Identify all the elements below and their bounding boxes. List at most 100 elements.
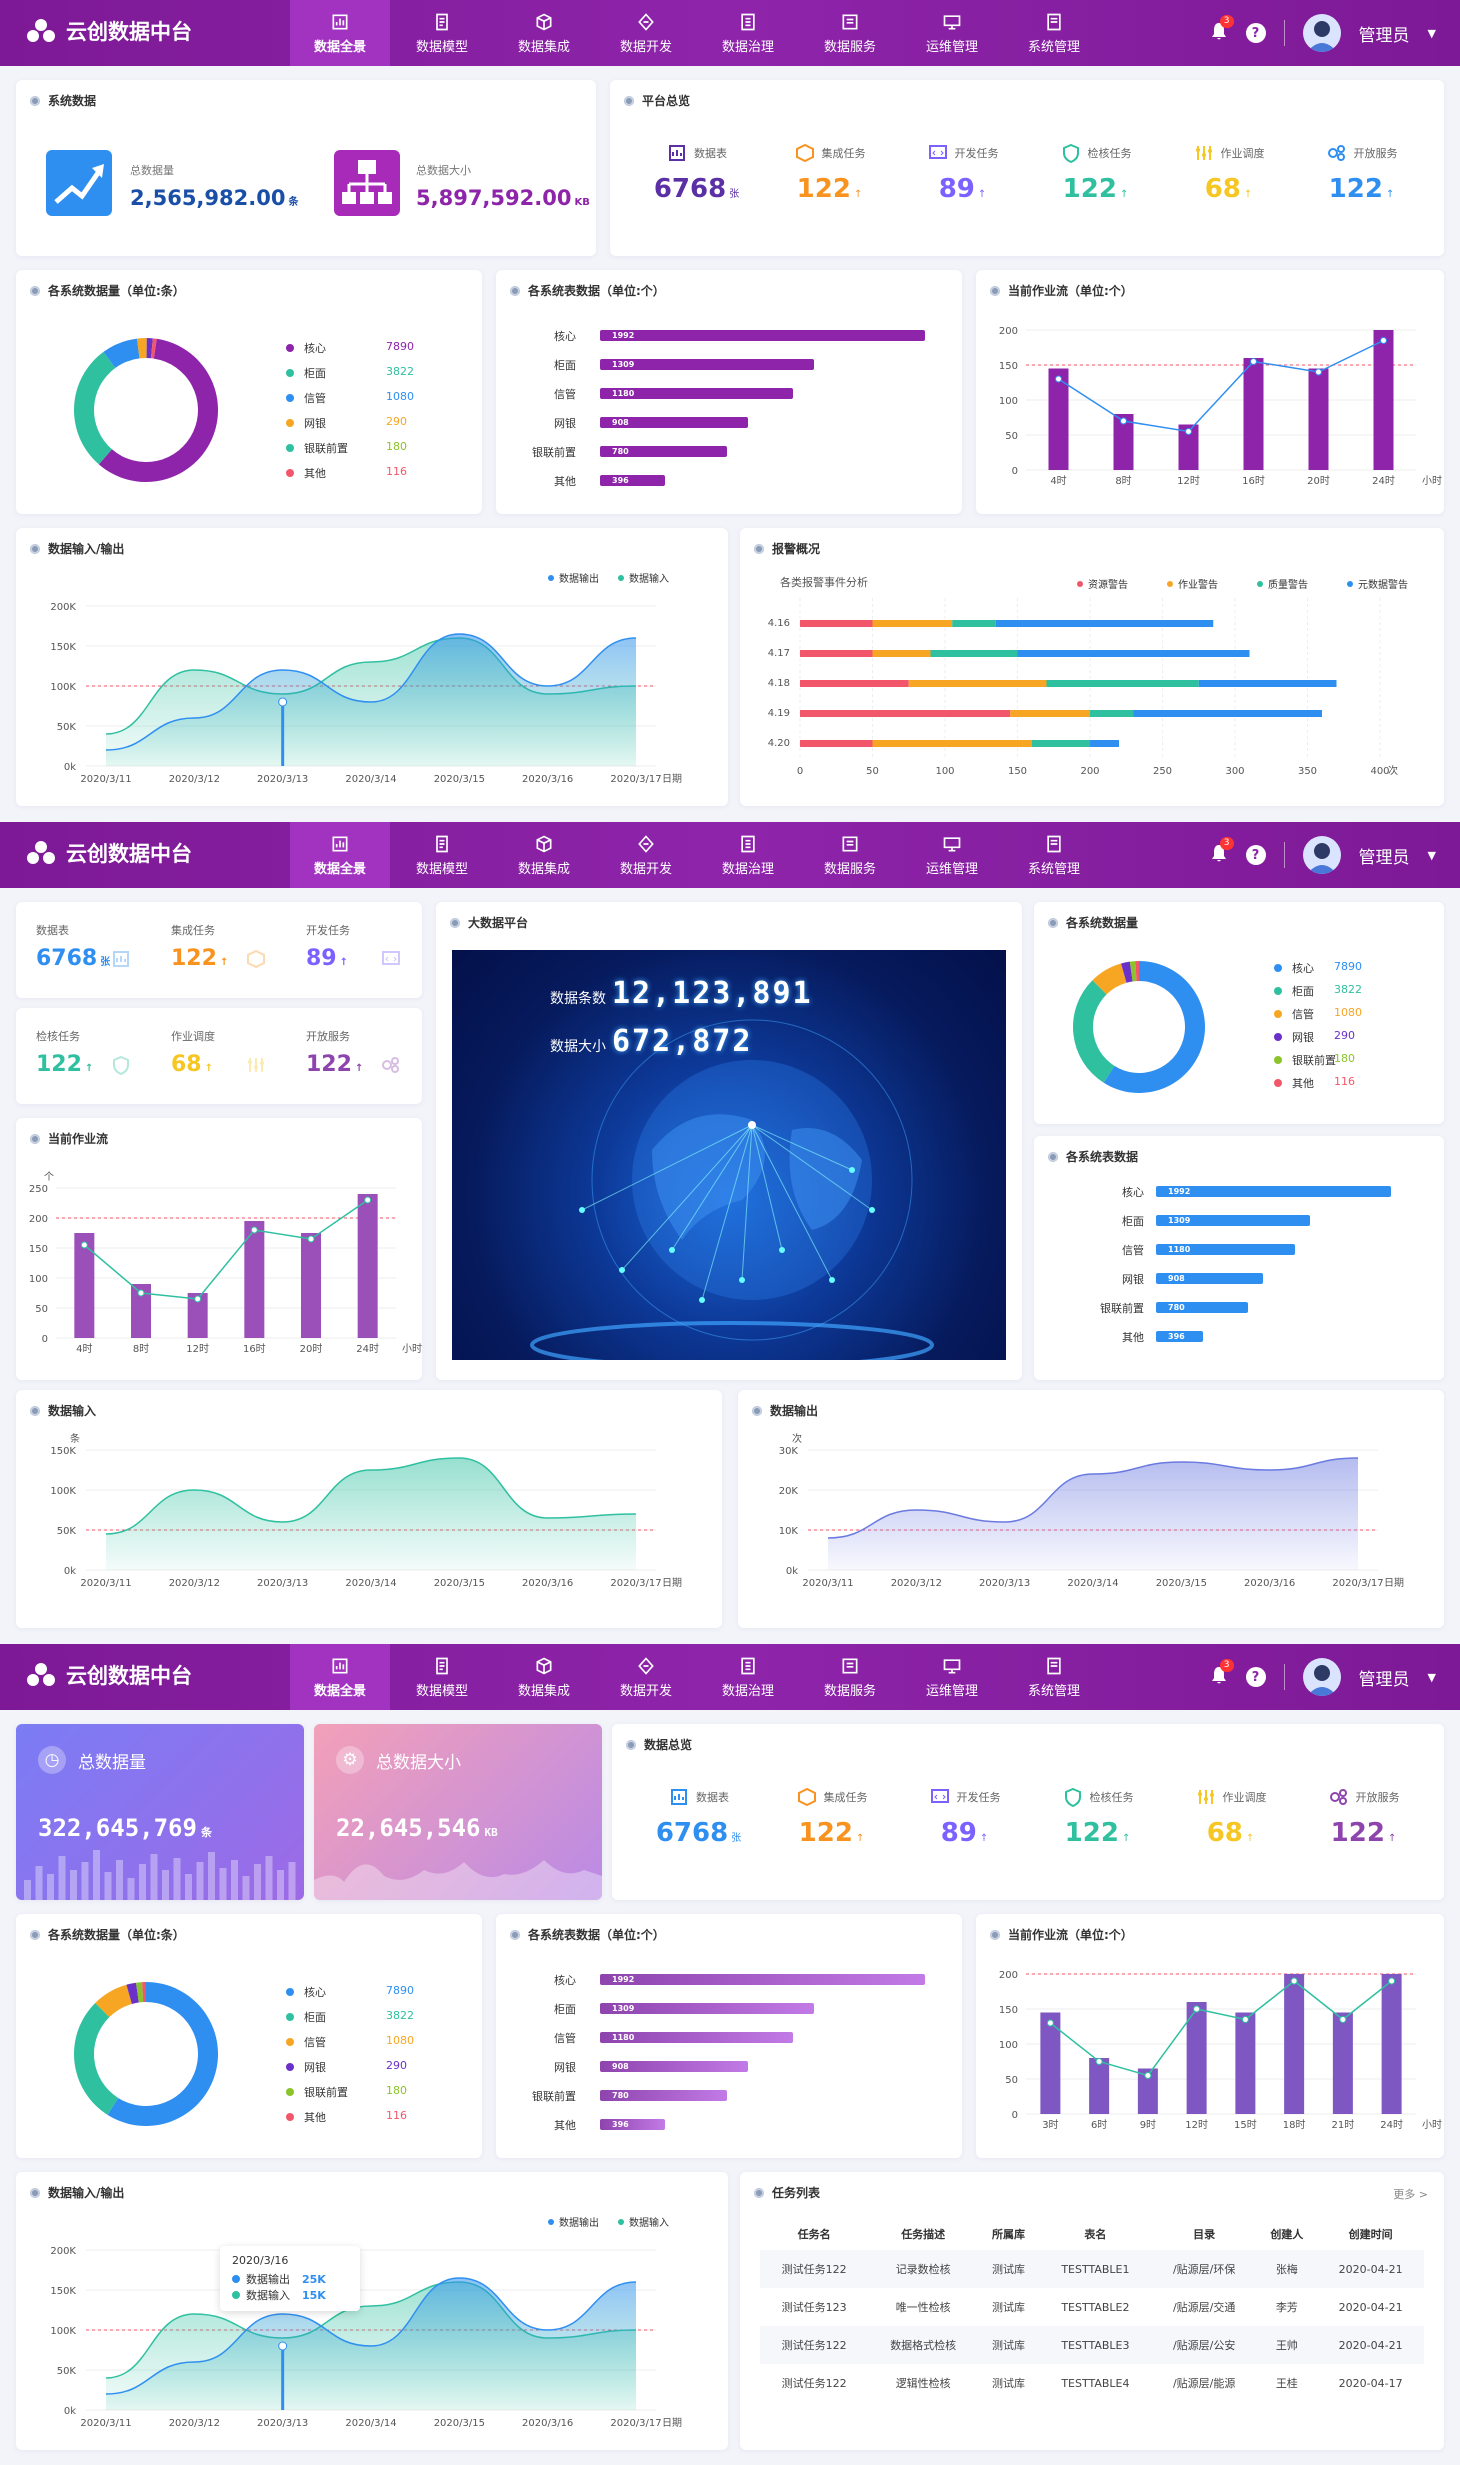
nav-tab-integration[interactable]: 数据集成 xyxy=(494,822,594,888)
flow-bar xyxy=(1113,414,1134,470)
table-row[interactable]: 测试任务122 记录数检核 测试库 TESTTABLE1/贴源层/环保 张梅 2020-0… xyxy=(760,2250,1424,2288)
donut-slice xyxy=(137,338,147,359)
stat-2[interactable]: 开发任务 89 ↑ xyxy=(898,1786,1031,1848)
bell-icon[interactable]: 3 xyxy=(1210,15,1234,45)
nav-tab-ops[interactable]: 运维管理 xyxy=(902,0,1002,66)
table-row[interactable]: 测试任务123 唯一性检核 测试库 TESTTABLE2/贴源层/交通 李芳 2020-0… xyxy=(760,2288,1424,2326)
nav-tab-model[interactable]: 数据模型 xyxy=(392,0,492,66)
legend-item: 其他 xyxy=(286,465,326,481)
table-row[interactable]: 测试任务122 数据格式检核 测试库 TESTTABLE3/贴源层/公安 王帅 2020-… xyxy=(760,2326,1424,2364)
x-tick: 200 xyxy=(1080,766,1099,777)
stat-3[interactable]: 检核任务 122 ↑ xyxy=(1031,1786,1164,1848)
caret-down-icon[interactable]: ▼ xyxy=(1427,1670,1436,1684)
x-tick: 2020/3/13 xyxy=(979,1578,1030,1589)
stat-3[interactable]: 检核任务 122 ↑ xyxy=(36,1028,156,1077)
hbar: 396 xyxy=(600,2119,665,2130)
table-cell: TESTTABLE3 xyxy=(1061,2338,1130,2352)
app-logo[interactable]: 云创数据中台 xyxy=(26,16,192,46)
nav-tab-overview[interactable]: 数据全景 xyxy=(290,0,390,66)
nav-tab-development[interactable]: 数据开发 xyxy=(596,1644,696,1710)
flow-bar xyxy=(244,1221,265,1338)
app-logo[interactable]: 云创数据中台 xyxy=(26,838,192,868)
system-icon xyxy=(1047,13,1061,31)
nav-tab-governance[interactable]: 数据治理 xyxy=(698,1644,798,1710)
governance-icon xyxy=(741,13,755,31)
caret-down-icon[interactable]: ▼ xyxy=(1427,848,1436,862)
avatar[interactable] xyxy=(1302,14,1341,52)
avatar[interactable] xyxy=(1302,1658,1341,1696)
stat-5[interactable]: 开放服务 122 ↑ xyxy=(306,1028,426,1077)
x-tick: 2020/3/12 xyxy=(891,1578,942,1589)
stat-label: 数据表 xyxy=(36,924,69,937)
stat-value: 122 ↑ xyxy=(1295,174,1428,204)
nav-tab-system[interactable]: 系统管理 xyxy=(1004,1644,1104,1710)
bell-icon[interactable]: 3 xyxy=(1210,1659,1234,1689)
nav-tab-service[interactable]: 数据服务 xyxy=(800,0,900,66)
stat-unit: 张 xyxy=(731,1833,742,1844)
legend-label: 银联前置 xyxy=(304,2086,348,2099)
size-value: 672,872 xyxy=(612,1024,753,1059)
stat-0[interactable]: 数据表 6768 张 xyxy=(632,1786,765,1848)
nav-tab-model[interactable]: 数据模型 xyxy=(392,1644,492,1710)
user-name[interactable]: 管理员 xyxy=(1358,847,1410,868)
table-row[interactable]: 测试任务122 逻辑性检核 测试库 TESTTABLE4/贴源层/能源 王桂 2020-0… xyxy=(760,2364,1424,2402)
nav-tab-development[interactable]: 数据开发 xyxy=(596,0,696,66)
nav-right: 3? 管理员 ▼ xyxy=(1210,1644,1436,1710)
nav-tab-overview[interactable]: 数据全景 xyxy=(290,1644,390,1710)
y-unit: 个 xyxy=(44,1171,54,1183)
legend-label: 资源警告 xyxy=(1088,578,1128,591)
stat-1[interactable]: 集成任务 122 ↑ xyxy=(171,922,291,971)
stat-4[interactable]: 作业调度 68 ↑ xyxy=(1164,1786,1297,1848)
nav-tab-governance[interactable]: 数据治理 xyxy=(698,822,798,888)
stat-3[interactable]: 检核任务 122 ↑ xyxy=(1029,142,1162,204)
stat-4[interactable]: 作业调度 68 ↑ xyxy=(171,1028,291,1077)
stat-5[interactable]: 开放服务 122 ↑ xyxy=(1295,142,1428,204)
help-icon[interactable]: ? xyxy=(1245,23,1266,43)
stat-unit: ↑ xyxy=(204,1063,214,1074)
nav-tab-integration[interactable]: 数据集成 xyxy=(494,1644,594,1710)
stat-4[interactable]: 作业调度 68 ↑ xyxy=(1162,142,1295,204)
flow-bar xyxy=(1040,2012,1061,2114)
app-logo[interactable]: 云创数据中台 xyxy=(26,1660,192,1690)
bell-icon[interactable]: 3 xyxy=(1210,837,1234,867)
nav-tab-integration[interactable]: 数据集成 xyxy=(494,0,594,66)
hbar: 908 xyxy=(1156,1273,1264,1284)
overview-icon xyxy=(332,1658,348,1674)
stat-2[interactable]: 开发任务 89 ↑ xyxy=(896,142,1029,204)
stat-2[interactable]: 开发任务 89 ↑ xyxy=(306,922,426,971)
nav-tab-governance[interactable]: 数据治理 xyxy=(698,0,798,66)
card-title: 各系统数据量 xyxy=(1048,914,1138,931)
user-name[interactable]: 管理员 xyxy=(1358,1669,1410,1690)
alarm-bar xyxy=(800,710,1011,717)
nav-tab-service[interactable]: 数据服务 xyxy=(800,1644,900,1710)
nav-tab-ops[interactable]: 运维管理 xyxy=(902,1644,1002,1710)
user-name[interactable]: 管理员 xyxy=(1358,25,1410,46)
flow-point xyxy=(194,1295,202,1303)
legend-dot xyxy=(286,2113,294,2121)
nav-tab-overview[interactable]: 数据全景 xyxy=(290,822,390,888)
nav-tab-system[interactable]: 系统管理 xyxy=(1004,0,1104,66)
card-title: 数据输出 xyxy=(752,1402,818,1419)
y-tick: 250 xyxy=(29,1184,48,1195)
nav-tab-model[interactable]: 数据模型 xyxy=(392,822,492,888)
stat-5[interactable]: 开放服务 122 ↑ xyxy=(1297,1786,1430,1848)
nav-tab-system[interactable]: 系统管理 xyxy=(1004,822,1104,888)
caret-down-icon[interactable]: ▼ xyxy=(1427,26,1436,40)
more-link[interactable]: 更多 > xyxy=(1393,2188,1428,2201)
hbar-label: 银联前置 xyxy=(532,2090,576,2103)
stat-1[interactable]: 集成任务 122 ↑ xyxy=(763,142,896,204)
nav-tab-ops[interactable]: 运维管理 xyxy=(902,822,1002,888)
help-icon[interactable]: ? xyxy=(1245,845,1266,865)
nav-tab-development[interactable]: 数据开发 xyxy=(596,822,696,888)
legend-label: 作业警告 xyxy=(1178,578,1218,591)
card-title: 大数据平台 xyxy=(450,914,528,931)
x-tick: 2020/3/11 xyxy=(80,774,131,785)
flow-bar xyxy=(1381,1974,1402,2114)
stat-0[interactable]: 数据表 6768 张 xyxy=(36,922,156,971)
stat-1[interactable]: 集成任务 122 ↑ xyxy=(765,1786,898,1848)
avatar[interactable] xyxy=(1302,836,1341,874)
stat-0[interactable]: 数据表 6768 张 xyxy=(630,142,763,204)
nav-tab-service[interactable]: 数据服务 xyxy=(800,822,900,888)
help-icon[interactable]: ? xyxy=(1245,1667,1266,1687)
x-tick: 12时 xyxy=(186,1343,209,1355)
